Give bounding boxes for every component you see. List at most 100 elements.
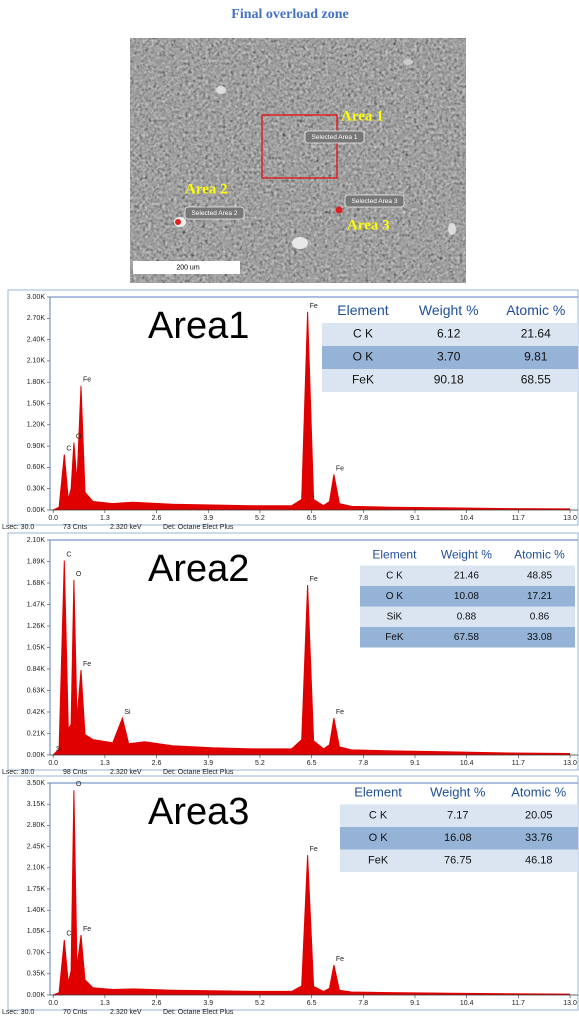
panel-frame — [7, 532, 579, 771]
tag-box — [304, 130, 365, 144]
x-tick-label: 5.2 — [255, 515, 265, 522]
footer-text: 98 Cnts — [63, 769, 88, 776]
x-tick-label: 6.5 — [307, 515, 317, 522]
y-tick-label: 2.40K — [27, 336, 46, 343]
x-tick-label: 13.0 — [563, 515, 577, 522]
x-tick-label: 10.4 — [460, 1000, 474, 1007]
peak-label: Fe — [336, 465, 344, 472]
table-cell: 46.18 — [525, 855, 553, 867]
table-header: Weight % — [441, 547, 492, 561]
selection-point — [335, 206, 343, 214]
peak-label: O — [76, 571, 82, 578]
y-tick-label: 2.80K — [27, 822, 46, 829]
y-tick-label: 0.60K — [27, 464, 46, 471]
particle — [448, 223, 456, 235]
chart-title: Area2 — [148, 548, 249, 590]
footer-text: Lsec: 30.0 — [2, 1009, 34, 1016]
x-tick-label: 1.3 — [100, 760, 110, 767]
x-tick-label: 3.9 — [203, 760, 213, 767]
table-cell: C K — [386, 570, 403, 581]
x-tick-label: 10.4 — [460, 760, 474, 767]
x-tick-label: 11.7 — [512, 515, 525, 522]
x-tick-label: 2.6 — [152, 1000, 162, 1007]
table-cell: 9.81 — [524, 350, 548, 364]
chart-title: Area1 — [148, 305, 249, 347]
y-tick-label: 2.45K — [27, 843, 46, 850]
table-row — [360, 627, 575, 648]
area-tag: Selected Area 1 — [312, 134, 358, 141]
y-tick-label: 3.50K — [27, 780, 46, 787]
table-cell: C K — [353, 327, 373, 341]
y-tick-label: 1.20K — [27, 422, 46, 429]
table-cell: C K — [369, 810, 388, 822]
y-tick-label: 1.47K — [27, 601, 46, 608]
selection-point — [175, 219, 181, 225]
y-tick-label: 2.10K — [27, 537, 46, 544]
table-header: Element — [337, 302, 388, 318]
sem-image: Selected Area 1 Selected Area 2 Selected… — [130, 38, 466, 283]
area-tag: Selected Area 3 — [352, 198, 398, 205]
x-tick-label: 5.2 — [255, 760, 265, 767]
x-tick-label: 0.0 — [48, 1000, 58, 1007]
y-tick-label: 0.30K — [27, 486, 46, 493]
selection-box — [261, 114, 338, 179]
table-cell: 20.05 — [525, 810, 553, 822]
peak-label: C — [66, 931, 71, 938]
table-cell: FeK — [368, 855, 389, 867]
y-tick-label: 0.70K — [27, 949, 46, 956]
y-tick-label: 0.00K — [27, 752, 46, 759]
scale-bar — [133, 261, 240, 274]
footer-text: 73 Cnts — [63, 524, 88, 531]
panel-frame — [7, 289, 579, 526]
peak-label: Fe — [83, 926, 91, 933]
x-tick-label: 10.4 — [460, 515, 474, 522]
x-tick-label: 5.2 — [255, 1000, 265, 1007]
x-tick-label: 7.8 — [358, 760, 368, 767]
table-cell: 90.18 — [434, 373, 464, 387]
table-cell: 76.75 — [444, 855, 472, 867]
table-cell: FeK — [352, 373, 374, 387]
x-tick-label: 7.8 — [358, 1000, 368, 1007]
footer-text: Det: Octane Elect Plus — [163, 524, 234, 531]
peak-label: C — [66, 445, 71, 452]
table-header: Weight % — [430, 785, 486, 800]
peak-label: Fe — [83, 377, 91, 384]
particle — [216, 86, 226, 94]
tag-box — [344, 194, 405, 208]
y-tick-label: 0.00K — [27, 992, 46, 999]
spectrum — [52, 560, 571, 756]
footer-text: 2.320 keV — [110, 769, 142, 776]
tag-box — [184, 206, 245, 220]
footer-text: Det: Octane Elect Plus — [163, 1009, 234, 1016]
table-header: Element — [354, 785, 402, 800]
peak-label: O — [76, 433, 82, 440]
table-cell: 21.64 — [521, 327, 551, 341]
spectrum — [53, 790, 571, 996]
table-row — [322, 346, 578, 369]
spectrum-fill — [53, 560, 570, 755]
area-tag: Selected Area 2 — [192, 210, 238, 217]
table-row — [322, 323, 578, 346]
y-tick-label: 1.50K — [27, 400, 46, 407]
x-tick-label: 13.0 — [563, 760, 577, 767]
table-cell: 0.88 — [457, 611, 477, 622]
x-tick-label: 1.3 — [100, 515, 110, 522]
y-tick-label: 1.68K — [27, 580, 46, 587]
table-row — [340, 804, 578, 827]
table-cell: O K — [386, 591, 404, 602]
y-tick-label: 1.05K — [27, 644, 46, 651]
table-cell: O K — [369, 832, 389, 844]
scale-bar-label: 200 um — [176, 264, 200, 271]
x-tick-label: 13.0 — [563, 1000, 577, 1007]
table-cell: 33.76 — [525, 832, 553, 844]
y-tick-label: 0.90K — [27, 443, 46, 450]
table-row — [360, 565, 575, 586]
table-cell: 0.86 — [530, 611, 550, 622]
spectrum — [52, 311, 571, 511]
y-tick-label: 0.63K — [27, 687, 46, 694]
table-cell: 48.85 — [527, 570, 552, 581]
particle — [292, 237, 308, 249]
x-tick-label: 11.7 — [512, 1000, 525, 1007]
y-tick-label: 1.05K — [27, 928, 46, 935]
y-tick-label: 1.89K — [27, 558, 46, 565]
